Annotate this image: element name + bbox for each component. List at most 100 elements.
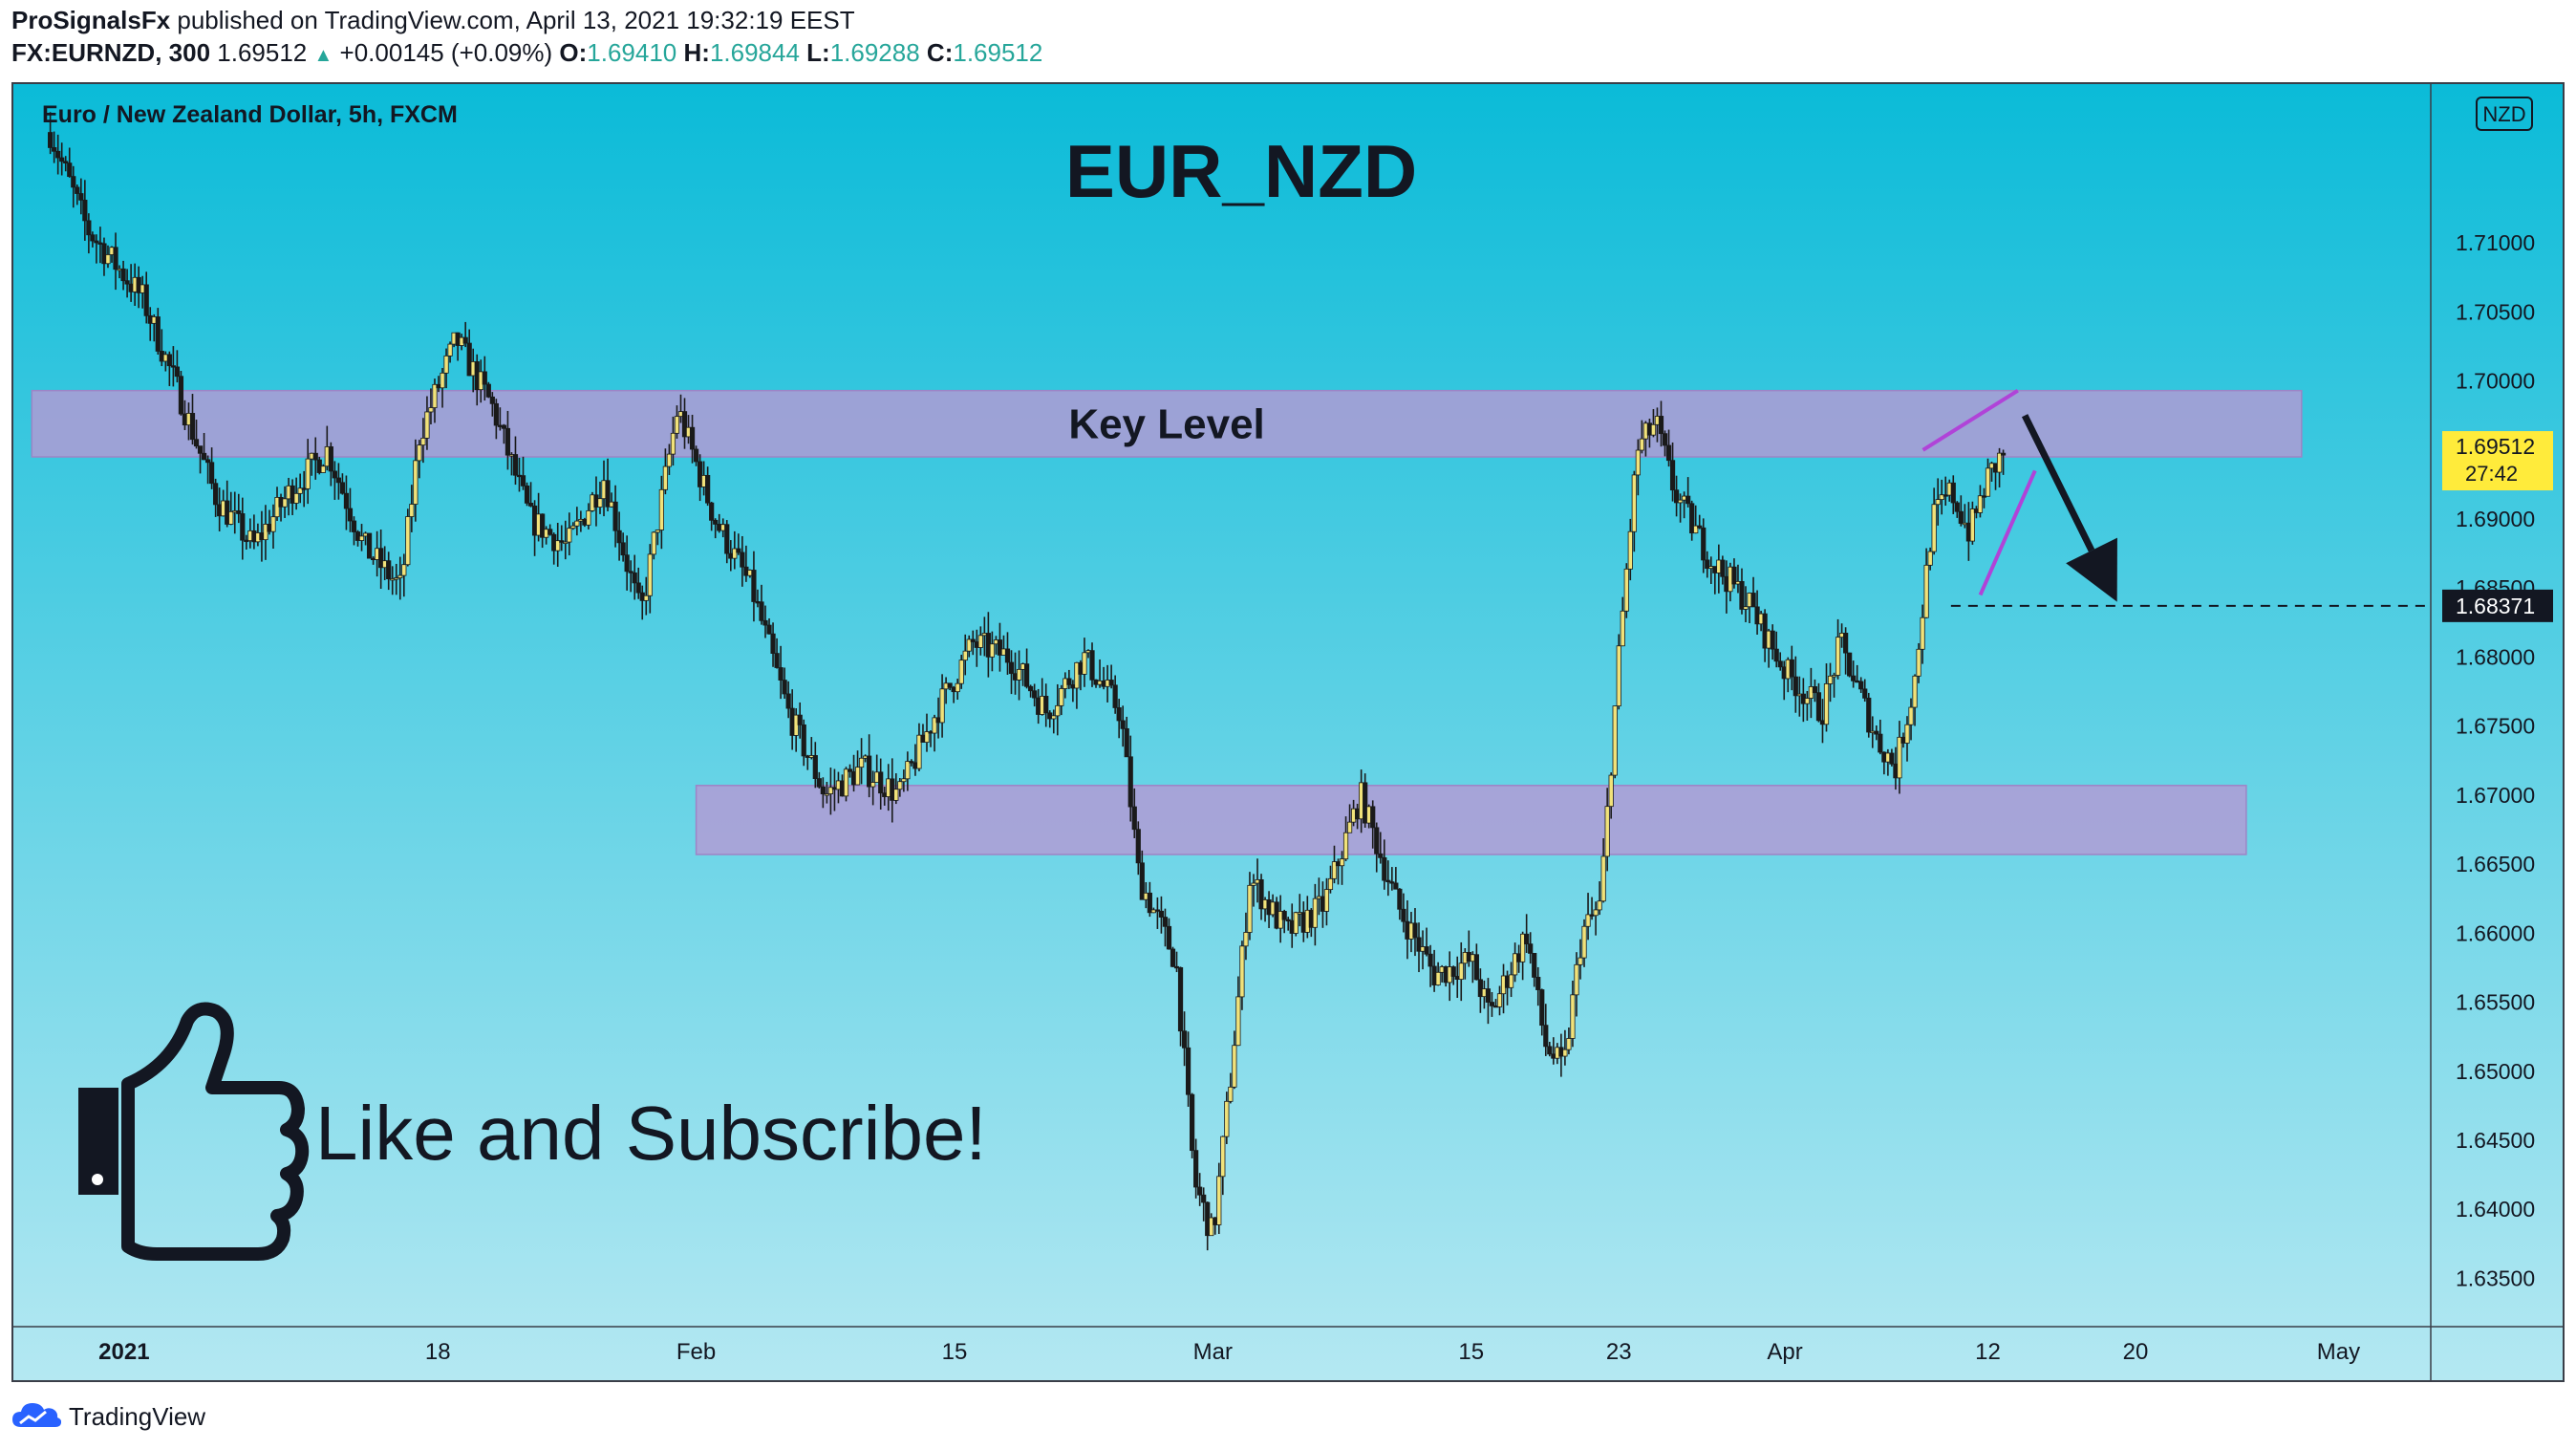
candle-body [1927, 551, 1933, 566]
up-triangle-icon: ▲ [313, 45, 333, 66]
candle-body [924, 731, 930, 743]
candle-body [1847, 652, 1853, 677]
currency-badge[interactable]: NZD [2476, 97, 2533, 131]
candle-body [1382, 856, 1387, 881]
candle-body [1004, 648, 1011, 663]
price-tick-label: 1.67500 [2456, 714, 2535, 739]
candle-body [666, 453, 673, 467]
candle-body [447, 343, 453, 357]
candle-body [843, 768, 849, 797]
last-price-box [2442, 431, 2553, 491]
candle-body [420, 437, 426, 446]
candle-body [1597, 900, 1602, 911]
candle-body [90, 234, 96, 242]
candle-body [878, 771, 884, 794]
candle-body [1996, 452, 2003, 473]
low-value: 1.69288 [829, 38, 920, 67]
symbol-label[interactable]: FX:EURNZD, 300 [11, 38, 211, 67]
candle-body [1939, 494, 1944, 500]
candle-body [693, 448, 699, 463]
candle-body [466, 342, 472, 377]
candle-body [597, 498, 603, 508]
price-zone[interactable] [695, 785, 2247, 855]
candle-body [1739, 581, 1745, 610]
candle-body [1977, 495, 1984, 513]
price-chart[interactable]: Key Level 1.71000 1.70500 1.70000 1.69000 1.… [13, 84, 2563, 1380]
candle-body [282, 498, 288, 508]
series-title: Euro / New Zealand Dollar, 5h, FXCM [42, 101, 458, 128]
candle-body [240, 513, 246, 541]
candle-body [1197, 1186, 1203, 1196]
author-name[interactable]: ProSignalsFx [11, 6, 171, 34]
candle-body [774, 653, 780, 668]
candle-body [1323, 889, 1330, 912]
candle-body [1450, 966, 1456, 977]
candle-body [1393, 882, 1399, 890]
candle-body [1770, 630, 1775, 650]
wedge-lower-line[interactable] [1978, 469, 2037, 596]
candle-body [977, 635, 983, 648]
candle-body [1232, 1045, 1237, 1088]
candle-body [347, 508, 354, 522]
footer-brand[interactable]: TradingView [69, 1401, 206, 1431]
candle-body [689, 426, 696, 450]
candle-body [55, 150, 61, 159]
candle-body [1473, 954, 1479, 981]
chart-area[interactable]: Key Level 1.71000 1.70500 1.70000 1.69000 1.… [11, 82, 2565, 1382]
price-tick-label: 1.68000 [2456, 644, 2535, 669]
candle-body [559, 540, 565, 543]
candle-body [1127, 756, 1133, 808]
candle-body [1374, 827, 1380, 854]
price-tick-label: 1.66500 [2456, 852, 2535, 876]
candle-body [547, 529, 553, 535]
forecast-arrow-head[interactable] [2066, 537, 2117, 602]
candle-body [524, 485, 530, 504]
candle-body [1520, 933, 1526, 962]
candle-body [1665, 444, 1672, 462]
candle-body [1705, 559, 1710, 570]
candle-body [512, 454, 519, 476]
candle-body [1028, 685, 1034, 692]
time-tick-label: 15 [1458, 1339, 1484, 1365]
candle-body [540, 513, 546, 538]
candle-body [1331, 861, 1338, 879]
candle-body [1578, 957, 1583, 965]
candle-body [1190, 1093, 1195, 1152]
last-price-value: 1.69512 [2456, 434, 2535, 459]
footer[interactable]: TradingView [11, 1397, 205, 1436]
time-tick-label: Apr [1767, 1339, 1802, 1365]
candle-body [417, 444, 422, 462]
candle-body [635, 582, 641, 594]
last-price: 1.69512 [217, 38, 308, 67]
open-value: 1.69410 [587, 38, 677, 67]
wedge-upper-line[interactable] [1921, 388, 2019, 452]
candle-body [1570, 994, 1576, 1039]
candle-body [736, 548, 741, 553]
candle-body [293, 492, 299, 504]
candle-body [1920, 616, 1925, 650]
time-tick-label: 18 [425, 1339, 451, 1365]
candle-body [155, 316, 161, 352]
price-zone[interactable] [31, 389, 2303, 458]
candle-body [909, 761, 914, 764]
candle-body [867, 755, 872, 788]
candle-body [332, 470, 337, 479]
candle-body [236, 510, 242, 514]
candle-body [485, 383, 491, 398]
candle-body [1496, 993, 1503, 1007]
candle-body [1593, 909, 1599, 917]
candle-body [1532, 953, 1537, 978]
candle-body [1135, 829, 1141, 864]
candle-body [570, 525, 576, 530]
candle-body [632, 572, 637, 584]
candle-body [893, 789, 899, 801]
candle-body [1147, 892, 1152, 914]
forecast-arrow-shaft[interactable] [2021, 414, 2095, 552]
candle-body [1224, 1100, 1230, 1137]
candle-body [482, 371, 487, 385]
time-tick-label: 15 [942, 1339, 968, 1365]
candle-body [1866, 697, 1872, 733]
candle-body [1843, 633, 1849, 654]
like-subscribe-callout: Like and Subscribe! [78, 1002, 987, 1261]
chart-background [13, 84, 2563, 1380]
